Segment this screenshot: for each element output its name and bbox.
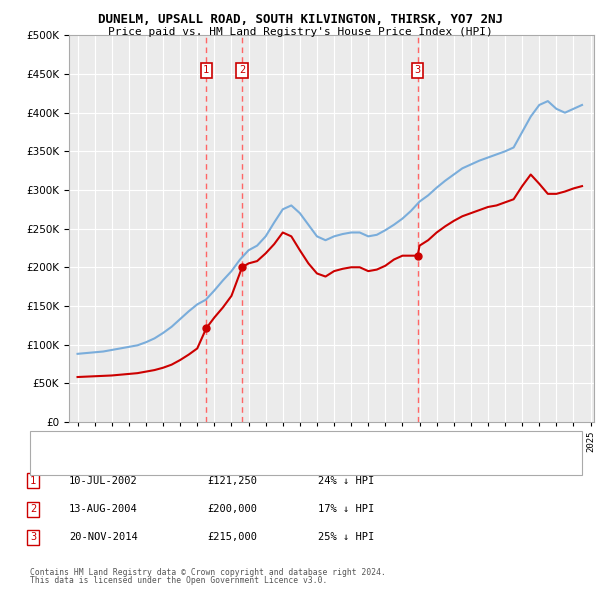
Text: Price paid vs. HM Land Registry's House Price Index (HPI): Price paid vs. HM Land Registry's House … — [107, 27, 493, 37]
Text: 24% ↓ HPI: 24% ↓ HPI — [318, 476, 374, 486]
Text: HPI: Average price, detached house, North Yorkshire: HPI: Average price, detached house, Nort… — [69, 458, 343, 467]
Text: Contains HM Land Registry data © Crown copyright and database right 2024.: Contains HM Land Registry data © Crown c… — [30, 568, 386, 577]
Text: 20-NOV-2014: 20-NOV-2014 — [69, 533, 138, 542]
Text: £215,000: £215,000 — [207, 533, 257, 542]
Text: £200,000: £200,000 — [207, 504, 257, 514]
Text: 2: 2 — [30, 504, 36, 514]
Text: This data is licensed under the Open Government Licence v3.0.: This data is licensed under the Open Gov… — [30, 576, 328, 585]
Text: ———: ——— — [39, 437, 77, 450]
Text: 17% ↓ HPI: 17% ↓ HPI — [318, 504, 374, 514]
Text: £121,250: £121,250 — [207, 476, 257, 486]
Text: 13-AUG-2004: 13-AUG-2004 — [69, 504, 138, 514]
Text: DUNELM, UPSALL ROAD, SOUTH KILVINGTON, THIRSK, YO7 2NJ (detached house): DUNELM, UPSALL ROAD, SOUTH KILVINGTON, T… — [69, 438, 451, 448]
Text: 3: 3 — [415, 65, 421, 75]
Text: 10-JUL-2002: 10-JUL-2002 — [69, 476, 138, 486]
Text: ———: ——— — [39, 456, 77, 469]
Text: 1: 1 — [30, 476, 36, 486]
Text: 2: 2 — [239, 65, 245, 75]
Text: 1: 1 — [203, 65, 209, 75]
Text: 3: 3 — [30, 533, 36, 542]
Text: 25% ↓ HPI: 25% ↓ HPI — [318, 533, 374, 542]
Text: DUNELM, UPSALL ROAD, SOUTH KILVINGTON, THIRSK, YO7 2NJ: DUNELM, UPSALL ROAD, SOUTH KILVINGTON, T… — [97, 13, 503, 26]
